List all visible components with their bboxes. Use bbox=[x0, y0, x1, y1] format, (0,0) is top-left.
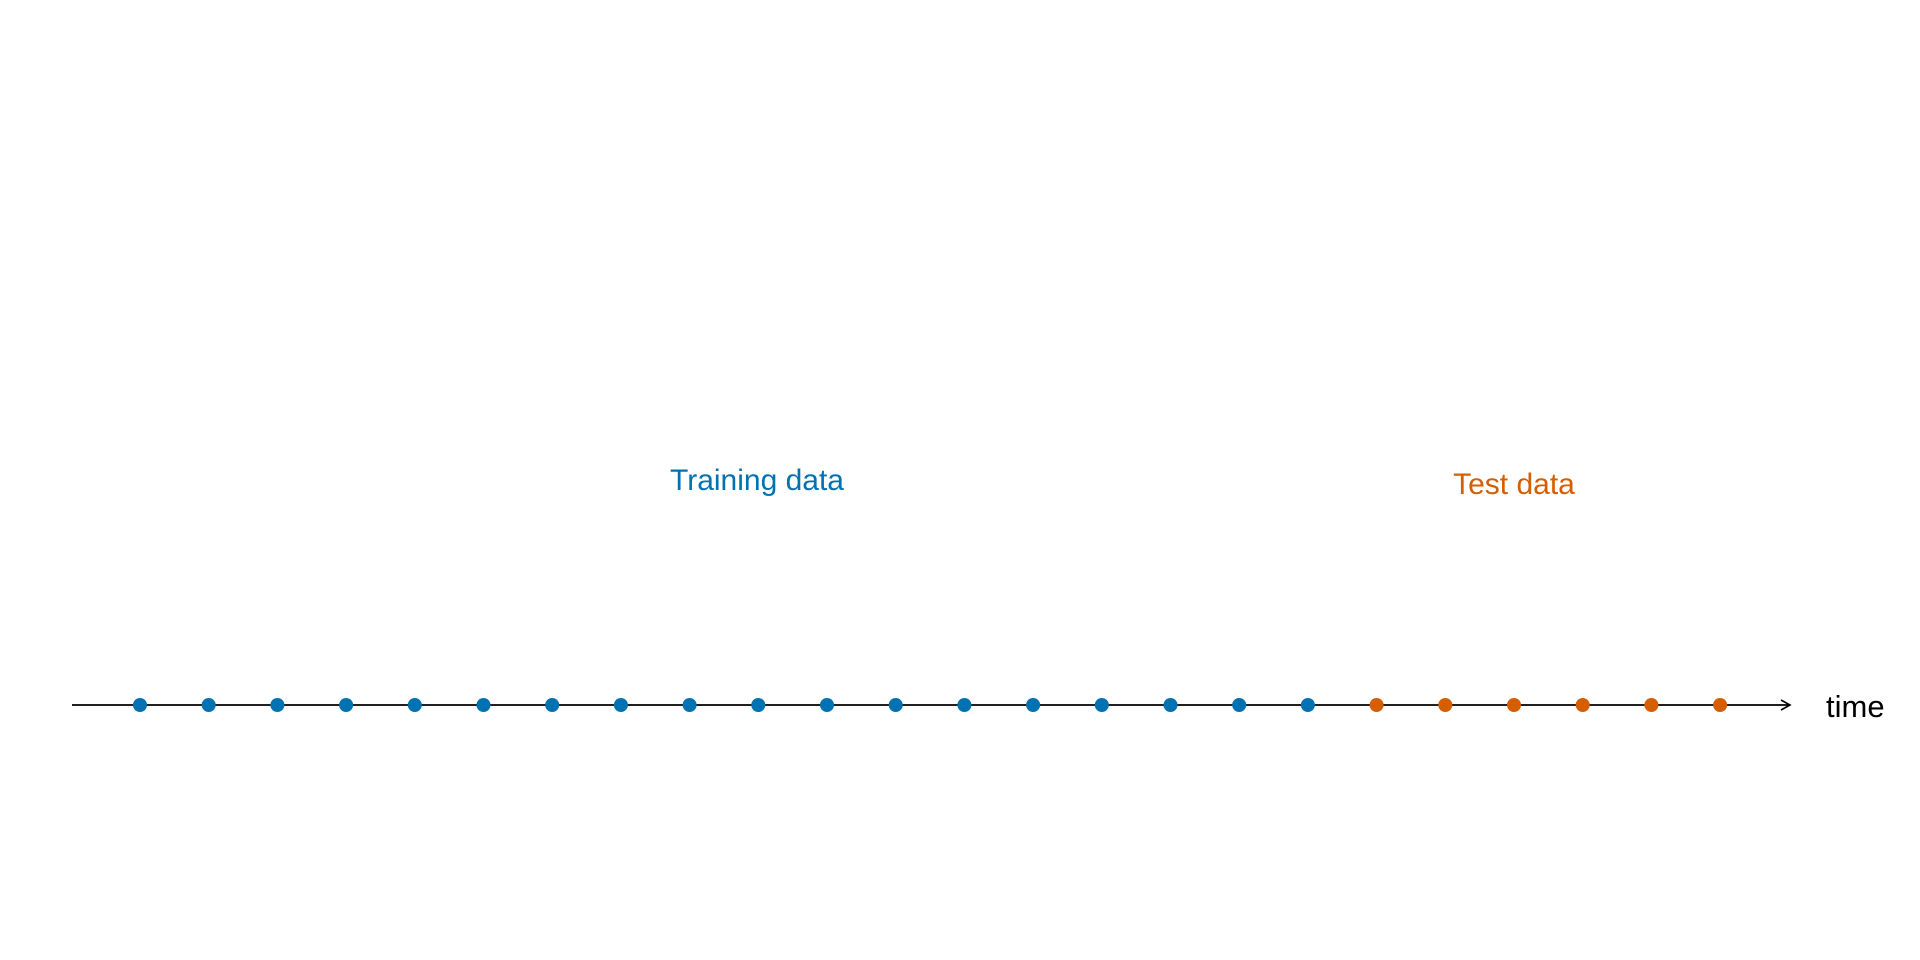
test-point bbox=[1507, 698, 1521, 712]
test-data-label: Test data bbox=[1453, 468, 1575, 501]
test-point bbox=[1369, 698, 1384, 712]
training-data-label: Training data bbox=[670, 464, 844, 497]
test-point bbox=[1644, 698, 1659, 712]
time-axis-label: time bbox=[1826, 689, 1885, 724]
observation-points bbox=[133, 698, 1728, 712]
training-point bbox=[339, 698, 354, 712]
training-point bbox=[1094, 698, 1109, 712]
training-point bbox=[270, 698, 285, 712]
training-point bbox=[751, 698, 766, 712]
training-point bbox=[682, 698, 697, 712]
training-point bbox=[133, 698, 147, 712]
training-point bbox=[820, 698, 834, 712]
test-point bbox=[1438, 698, 1453, 712]
test-point bbox=[1575, 698, 1590, 712]
training-point bbox=[1026, 698, 1041, 712]
training-point bbox=[1300, 698, 1315, 712]
training-point bbox=[476, 698, 491, 712]
training-point bbox=[201, 698, 216, 712]
training-point bbox=[957, 698, 972, 712]
training-point bbox=[1163, 698, 1178, 712]
test-point bbox=[1713, 698, 1728, 712]
training-point bbox=[407, 698, 422, 712]
training-point bbox=[888, 698, 903, 712]
training-point bbox=[613, 698, 628, 712]
training-point bbox=[545, 698, 560, 712]
training-point bbox=[1232, 698, 1247, 712]
